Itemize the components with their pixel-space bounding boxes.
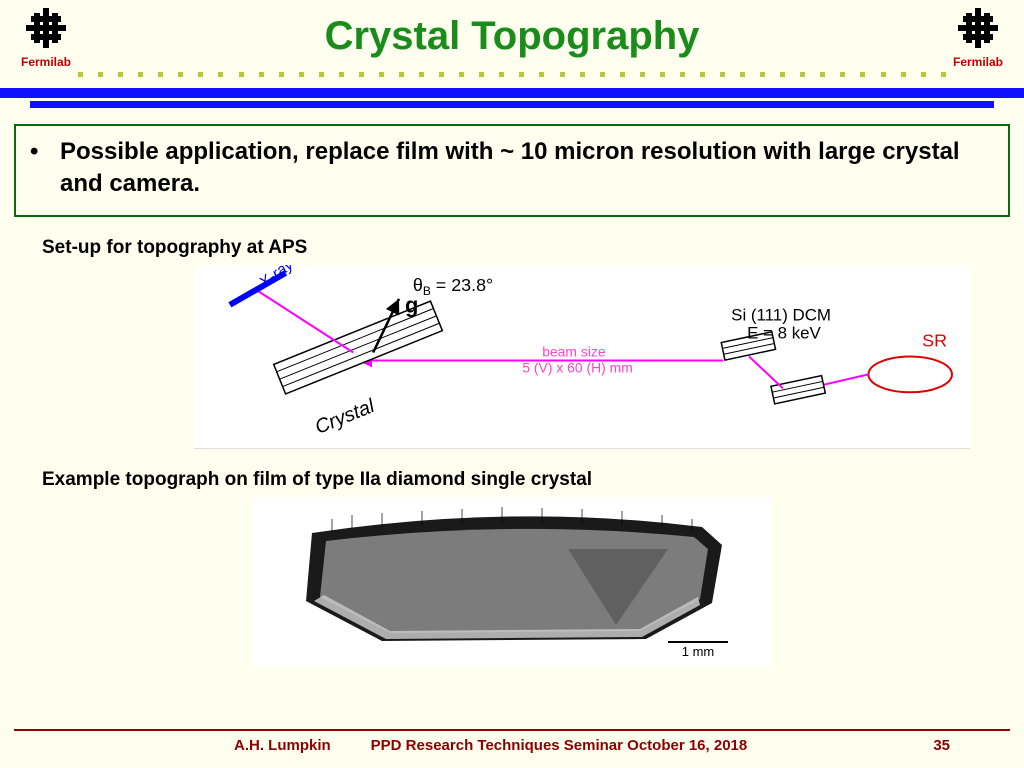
fermilab-label-right: Fermilab <box>948 55 1008 69</box>
footer: A.H. Lumpkin PPD Research Techniques Sem… <box>14 729 1010 754</box>
xray-film-label: X-ray film <box>255 265 320 293</box>
setup-diagram: SR Si (111) DCM E = 8 keV beam size 5 (V… <box>194 265 970 449</box>
footer-rule <box>14 729 1010 731</box>
beam-size-2: 5 (V) x 60 (H) mm <box>522 359 632 375</box>
dcm-label-1: Si (111) DCM <box>731 305 831 324</box>
setup-heading: Set-up for topography at APS <box>42 237 1010 259</box>
bullet-text: Possible application, replace film with … <box>60 136 994 201</box>
footer-author: A.H. Lumpkin <box>234 737 331 754</box>
decorative-bar-thin <box>30 101 994 108</box>
topograph-image: 1 mm <box>252 497 772 667</box>
fermilab-logo-right: Fermilab <box>948 8 1008 69</box>
topo-body <box>320 529 708 633</box>
dcm-lower <box>771 375 825 403</box>
fermilab-icon <box>26 8 66 48</box>
bullet-marker: • <box>30 136 60 201</box>
footer-page: 35 <box>933 737 950 754</box>
slide-title: Crystal Topography <box>0 0 1024 59</box>
footer-event: PPD Research Techniques Seminar October … <box>371 737 934 754</box>
topograph-heading: Example topograph on film of type IIa di… <box>42 469 1010 491</box>
scale-label: 1 mm <box>682 644 715 659</box>
sr-ellipse <box>868 356 952 392</box>
fermilab-label-left: Fermilab <box>16 55 76 69</box>
beam-size-1: beam size <box>542 343 606 359</box>
fermilab-logo-left: Fermilab <box>16 8 76 69</box>
theta-label: θB = 23.8° <box>413 275 493 298</box>
g-label: g <box>405 293 418 318</box>
fermilab-icon <box>958 8 998 48</box>
scale-bar: 1 mm <box>668 641 728 659</box>
decorative-bar-thick <box>0 88 1024 98</box>
crystal-label: Crystal <box>312 395 378 439</box>
sr-label: SR <box>922 330 947 350</box>
decorative-dots <box>78 72 946 77</box>
dcm-label-2: E = 8 keV <box>747 323 821 342</box>
bullet-box: • Possible application, replace film wit… <box>14 124 1010 217</box>
